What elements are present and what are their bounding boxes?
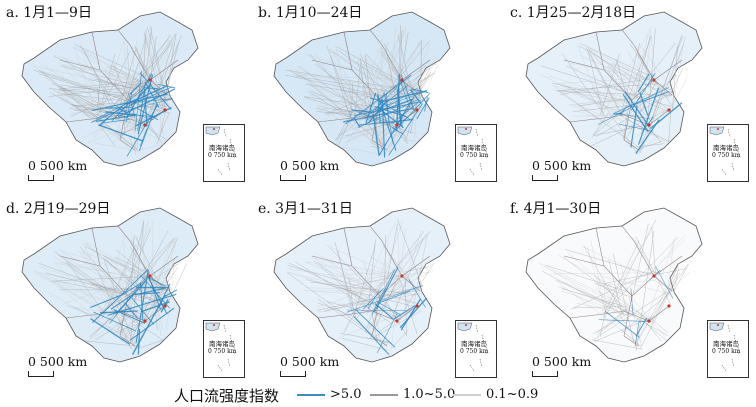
scale-bar: 0 500 km: [28, 354, 98, 378]
city-marker: [652, 274, 656, 278]
inset-scale-label: 0 750 km: [208, 152, 237, 159]
legend: 人口流强度指数 >5.0 1.0~5.0 0.1~0.9: [0, 384, 756, 407]
inset-map: [205, 126, 236, 176]
city-marker: [148, 274, 152, 278]
province-boundaries: [563, 29, 683, 151]
inset-scale-label: 0 750 km: [712, 348, 741, 355]
flow-lines: [33, 25, 182, 157]
flow-lines: [286, 219, 434, 355]
flow-map-f: [525, 207, 703, 363]
city-marker: [415, 108, 419, 112]
flow-lines: [284, 25, 439, 158]
scale-bar-line: [280, 371, 306, 377]
city-marker: [400, 274, 404, 278]
city-marker: [395, 123, 399, 127]
flow-map-b: [273, 11, 451, 167]
city-marker: [395, 319, 399, 323]
city-marker: [647, 319, 651, 323]
flow-map-d: [21, 207, 199, 363]
inset-label: 南海诸岛: [209, 144, 235, 152]
city-marker: [652, 78, 656, 82]
map-panel-e: e. 3月1—31日 0 500 km 南海诸岛 0 750 km: [252, 196, 504, 382]
country-outline: [21, 11, 199, 167]
inset-label: 南海诸岛: [461, 340, 487, 348]
south-china-sea-inset: 南海诸岛 0 750 km: [455, 320, 497, 378]
country-outline: [273, 11, 451, 167]
scale-bar-line: [280, 175, 306, 181]
inset-label: 南海诸岛: [713, 340, 739, 348]
flow-lines: [33, 220, 188, 355]
scale-bar: 0 500 km: [532, 354, 602, 378]
flow-map-c: [525, 11, 703, 167]
south-china-sea-inset: 南海诸岛 0 750 km: [203, 124, 245, 182]
legend-label-medium: 1.0~5.0: [403, 387, 456, 402]
city-marker: [163, 304, 167, 308]
scale-bar-line: [532, 175, 558, 181]
city-marker: [148, 78, 152, 82]
city-marker: [667, 304, 671, 308]
south-china-sea-inset: 南海诸岛 0 750 km: [707, 320, 749, 378]
scale-bar-label: 0 500 km: [28, 354, 88, 369]
legend-swatch-weak: [453, 394, 481, 396]
scale-bar-label: 0 500 km: [280, 158, 340, 173]
inset-label: 南海诸岛: [209, 340, 235, 348]
city-marker: [415, 304, 419, 308]
city-marker: [163, 108, 167, 112]
inset-map: [709, 322, 740, 372]
scale-bar: 0 500 km: [28, 158, 98, 182]
city-marker: [667, 108, 671, 112]
city-marker: [143, 123, 147, 127]
scale-bar-label: 0 500 km: [532, 158, 592, 173]
scale-bar-label: 0 500 km: [532, 354, 592, 369]
inset-map: [709, 126, 740, 176]
scale-bar: 0 500 km: [280, 354, 350, 378]
flow-lines: [538, 219, 691, 351]
map-panel-b: b. 1月10—24日 0 500 km 南海诸岛 0 750 km: [252, 0, 504, 186]
map-panel-a: a. 1月1—9日 0 500 km 南海诸岛 0 750 km: [0, 0, 252, 186]
inset-map: [457, 322, 488, 372]
panel-title: a. 1月1—9日: [6, 5, 92, 21]
inset-map: [457, 126, 488, 176]
country-outline: [525, 207, 703, 363]
inset-label: 南海诸岛: [713, 144, 739, 152]
panel-title: f. 4月1—30日: [510, 201, 602, 217]
country-outline: [21, 207, 199, 363]
inset-label: 南海诸岛: [461, 144, 487, 152]
scale-bar-line: [28, 371, 54, 377]
legend-swatch-medium: [370, 394, 398, 396]
city-marker: [647, 123, 651, 127]
scale-bar-line: [532, 371, 558, 377]
scale-bar: 0 500 km: [280, 158, 350, 182]
south-china-sea-inset: 南海诸岛 0 750 km: [455, 124, 497, 182]
south-china-sea-inset: 南海诸岛 0 750 km: [707, 124, 749, 182]
panel-title: e. 3月1—31日: [258, 201, 353, 217]
south-china-sea-inset: 南海诸岛 0 750 km: [203, 320, 245, 378]
legend-label-strong: >5.0: [330, 387, 362, 402]
map-panel-c: c. 1月25—2月18日 0 500 km 南海诸岛 0 750 km: [504, 0, 756, 186]
city-marker: [143, 319, 147, 323]
flow-map-a: [21, 11, 199, 167]
legend-swatch-strong: [297, 394, 325, 396]
inset-scale-label: 0 750 km: [460, 348, 489, 355]
inset-scale-label: 0 750 km: [460, 152, 489, 159]
inset-scale-label: 0 750 km: [712, 152, 741, 159]
panel-title: b. 1月10—24日: [258, 5, 363, 21]
flow-lines: [539, 25, 688, 155]
inset-scale-label: 0 750 km: [208, 348, 237, 355]
scale-bar-label: 0 500 km: [28, 158, 88, 173]
map-panel-f: f. 4月1—30日 0 500 km 南海诸岛 0 750 km: [504, 196, 756, 382]
panel-title: c. 1月25—2月18日: [510, 5, 637, 21]
flow-map-e: [273, 207, 451, 363]
legend-label-weak: 0.1~0.9: [486, 387, 539, 402]
legend-title: 人口流强度指数: [174, 387, 280, 405]
scale-bar: 0 500 km: [532, 158, 602, 182]
inset-map: [205, 322, 236, 372]
city-marker: [400, 78, 404, 82]
map-panel-d: d. 2月19—29日 0 500 km 南海诸岛 0 750 km: [0, 196, 252, 382]
scale-bar-label: 0 500 km: [280, 354, 340, 369]
scale-bar-line: [28, 175, 54, 181]
panel-title: d. 2月19—29日: [6, 201, 111, 217]
